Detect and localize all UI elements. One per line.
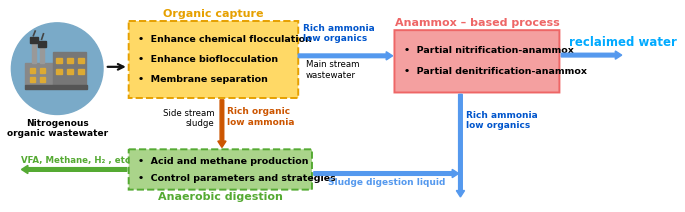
Text: Rich ammonia
low organics: Rich ammonia low organics (466, 111, 538, 130)
Text: Nitrogenous
organic wastewater: Nitrogenous organic wastewater (7, 119, 108, 138)
Text: •  Membrane separation: • Membrane separation (138, 75, 268, 84)
FancyBboxPatch shape (129, 149, 312, 190)
FancyArrow shape (456, 94, 464, 197)
Bar (29, 38, 38, 43)
Bar (29, 68, 35, 73)
Text: VFA, Methane, H₂ , etc: VFA, Methane, H₂ , etc (21, 156, 129, 165)
Bar (78, 58, 84, 63)
Text: •  Control parameters and strategies: • Control parameters and strategies (138, 174, 336, 183)
Bar (67, 69, 73, 74)
Bar (40, 45, 45, 63)
Bar (53, 52, 86, 85)
Bar (56, 58, 62, 63)
FancyArrow shape (314, 169, 459, 178)
Text: Organic capture: Organic capture (163, 9, 264, 19)
Text: Sludge digestion liquid: Sludge digestion liquid (327, 178, 445, 187)
Text: •  Acid and methane production: • Acid and methane production (138, 157, 308, 166)
FancyBboxPatch shape (395, 30, 560, 92)
Bar (40, 68, 45, 73)
Text: Rich ammonia
low organics: Rich ammonia low organics (303, 24, 375, 43)
Bar (32, 41, 36, 63)
Text: Main stream
wastewater: Main stream wastewater (306, 60, 359, 80)
Text: Anammox – based process: Anammox – based process (395, 18, 560, 28)
Bar (56, 69, 62, 74)
Bar (29, 77, 35, 82)
Text: reclaimed water: reclaimed water (569, 36, 677, 49)
Bar (78, 69, 84, 74)
Bar (25, 85, 88, 89)
Bar (67, 58, 73, 63)
FancyArrow shape (561, 51, 622, 59)
Text: Anaerobic digestion: Anaerobic digestion (158, 192, 283, 202)
Circle shape (12, 23, 103, 114)
Text: •  Partial denitrification-anammox: • Partial denitrification-anammox (403, 67, 586, 76)
FancyArrow shape (298, 52, 393, 60)
Text: •  Enhance chemical flocculation: • Enhance chemical flocculation (138, 35, 312, 44)
Text: Side stream
sludge: Side stream sludge (163, 109, 214, 128)
Text: Rich organic
low ammonia: Rich organic low ammonia (227, 107, 294, 127)
Bar (40, 77, 45, 82)
Bar (38, 41, 46, 47)
Text: •  Partial nitrification-anammox: • Partial nitrification-anammox (403, 46, 573, 55)
Bar (25, 63, 53, 85)
FancyArrow shape (218, 100, 226, 148)
FancyArrow shape (21, 165, 127, 174)
FancyBboxPatch shape (129, 21, 298, 98)
Text: •  Enhance bioflocculation: • Enhance bioflocculation (138, 55, 278, 64)
